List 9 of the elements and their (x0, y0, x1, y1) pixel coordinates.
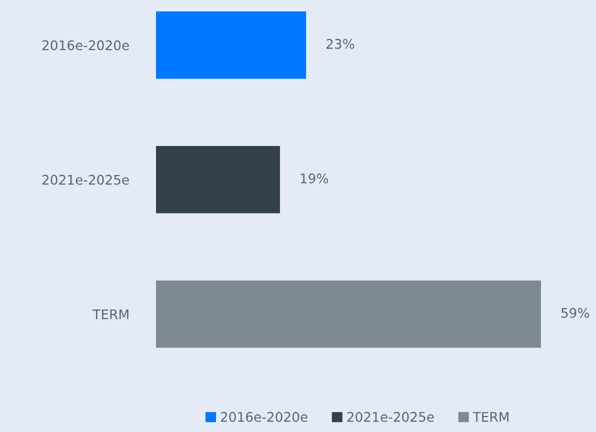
data-label: 23% (326, 38, 354, 49)
legend-label: 2016e-2020e (220, 412, 308, 422)
data-label: 19% (300, 173, 328, 184)
y-tick-label: 2016e-2020e (42, 40, 129, 50)
y-tick-label: TERM (92, 309, 128, 320)
legend-label: TERM (472, 412, 508, 422)
data-label: 59% (561, 308, 590, 318)
y-tick-label: 2021e-2025e (42, 174, 129, 185)
legend-label: 2021e-2025e (347, 412, 434, 422)
